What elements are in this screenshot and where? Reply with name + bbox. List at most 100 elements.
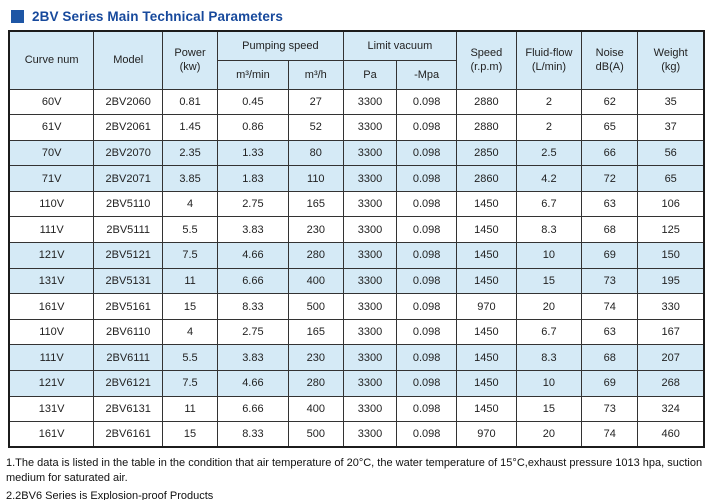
table-cell: 1450 [456, 242, 517, 269]
table-cell: 3300 [342, 242, 398, 269]
table-cell: 4 [162, 318, 218, 346]
table-cell: 70V [8, 139, 95, 167]
col-subheader-pa: Pa [342, 59, 398, 90]
table-cell: 2.35 [162, 139, 218, 167]
table-cell: 5.5 [162, 344, 218, 372]
table-cell: 207 [637, 344, 705, 372]
table-cell: 460 [637, 421, 705, 448]
table-cell: 6.7 [515, 318, 583, 346]
table-cell: 0.098 [396, 421, 457, 448]
table-cell: 3.85 [162, 165, 218, 192]
table-cell: 161V [8, 421, 95, 448]
table-cell: 0.45 [216, 88, 289, 116]
table-cell: 165 [287, 190, 344, 218]
table-cell: 1450 [456, 395, 517, 423]
table-cell: 0.098 [396, 114, 457, 141]
footnote-1: 1.The data is listed in the table in the… [6, 457, 703, 485]
footnotes: 1.The data is listed in the table in the… [6, 456, 708, 500]
table-cell: 3300 [342, 216, 398, 244]
table-cell: 2 [515, 114, 583, 141]
table-cell: 3300 [342, 370, 398, 397]
col-header-speed: Speed (r.p.m) [456, 30, 517, 90]
table-cell: 970 [456, 421, 517, 448]
table-cell: 8.3 [515, 344, 583, 372]
table-cell: 2BV2071 [93, 165, 164, 192]
table-cell: 3300 [342, 165, 398, 192]
table-row: 121V 2BV5121 7.5 4.66 280 3300 0.098 1450 10 69 15… [8, 242, 705, 269]
table-cell: 0.098 [396, 242, 457, 269]
table-cell: 15 [515, 267, 583, 295]
table-cell: 121V [8, 242, 95, 269]
table-cell: 10 [515, 242, 583, 269]
table-cell: 1450 [456, 216, 517, 244]
table-row: 161V 2BV5161 15 8.33 500 3300 0.098 970 20 74 330 [8, 293, 705, 320]
table-cell: 68 [581, 344, 639, 372]
table-cell: 500 [287, 293, 344, 320]
table-cell: 66 [581, 139, 639, 167]
table-cell: 131V [8, 267, 95, 295]
table-cell: 27 [287, 88, 344, 116]
table-cell: 0.098 [396, 293, 457, 320]
table-cell: 6.7 [515, 190, 583, 218]
table-cell: 4.66 [216, 370, 289, 397]
table-cell: 69 [581, 242, 639, 269]
col-subheader-m3min: m³/min [216, 59, 289, 90]
table-cell: 74 [581, 293, 639, 320]
table-cell: 6.66 [216, 267, 289, 295]
table-cell: 2BV6131 [93, 395, 164, 423]
table-cell: 150 [637, 242, 705, 269]
table-row: 131V 2BV5131 11 6.66 400 3300 0.098 1450 15 73 195 [8, 267, 705, 295]
table-cell: 3300 [342, 421, 398, 448]
table-body: 60V 2BV2060 0.81 0.45 27 3300 0.098 2880 2 62 35 61… [8, 88, 705, 448]
table-cell: 62 [581, 88, 639, 116]
table-cell: 3300 [342, 88, 398, 116]
table-cell: 1450 [456, 190, 517, 218]
table-cell: 330 [637, 293, 705, 320]
table-cell: 1450 [456, 370, 517, 397]
table-cell: 2BV6110 [93, 318, 164, 346]
table-cell: 970 [456, 293, 517, 320]
table-cell: 37 [637, 114, 705, 141]
table-cell: 63 [581, 190, 639, 218]
table-cell: 71V [8, 165, 95, 192]
table-cell: 11 [162, 395, 218, 423]
table-cell: 0.098 [396, 139, 457, 167]
table-cell: 3300 [342, 190, 398, 218]
table-cell: 131V [8, 395, 95, 423]
table-cell: 0.098 [396, 370, 457, 397]
table-cell: 2BV6161 [93, 421, 164, 448]
table-cell: 0.098 [396, 190, 457, 218]
table-cell: 121V [8, 370, 95, 397]
table-cell: 80 [287, 139, 344, 167]
table-cell: 69 [581, 370, 639, 397]
table-cell: 7.5 [162, 370, 218, 397]
table-cell: 63 [581, 318, 639, 346]
table-cell: 6.66 [216, 395, 289, 423]
table-cell: 2880 [456, 88, 517, 116]
table-cell: 0.098 [396, 318, 457, 346]
table-cell: 111V [8, 344, 95, 372]
col-subheader-mpa: -Mpa [396, 59, 457, 90]
table-cell: 2880 [456, 114, 517, 141]
table-cell: 65 [581, 114, 639, 141]
section-title-bar: 2BV Series Main Technical Parameters [0, 0, 712, 30]
table-cell: 4.66 [216, 242, 289, 269]
table-cell: 1.45 [162, 114, 218, 141]
table-cell: 74 [581, 421, 639, 448]
table-cell: 1450 [456, 267, 517, 295]
table-cell: 2BV5121 [93, 242, 164, 269]
table-cell: 60V [8, 88, 95, 116]
table-cell: 8.3 [515, 216, 583, 244]
table-cell: 52 [287, 114, 344, 141]
table-cell: 3300 [342, 267, 398, 295]
table-cell: 35 [637, 88, 705, 116]
table-cell: 167 [637, 318, 705, 346]
table-cell: 0.098 [396, 216, 457, 244]
table-cell: 2 [515, 88, 583, 116]
col-header-model: Model [93, 30, 164, 90]
col-header-pumping-speed: Pumping speed [216, 30, 344, 61]
table-header: Curve num Model Power (kw) Pumping speed… [8, 30, 705, 90]
page-title: 2BV Series Main Technical Parameters [32, 9, 283, 24]
table-row: 111V 2BV5111 5.5 3.83 230 3300 0.098 1450 8.3 68 1… [8, 216, 705, 244]
